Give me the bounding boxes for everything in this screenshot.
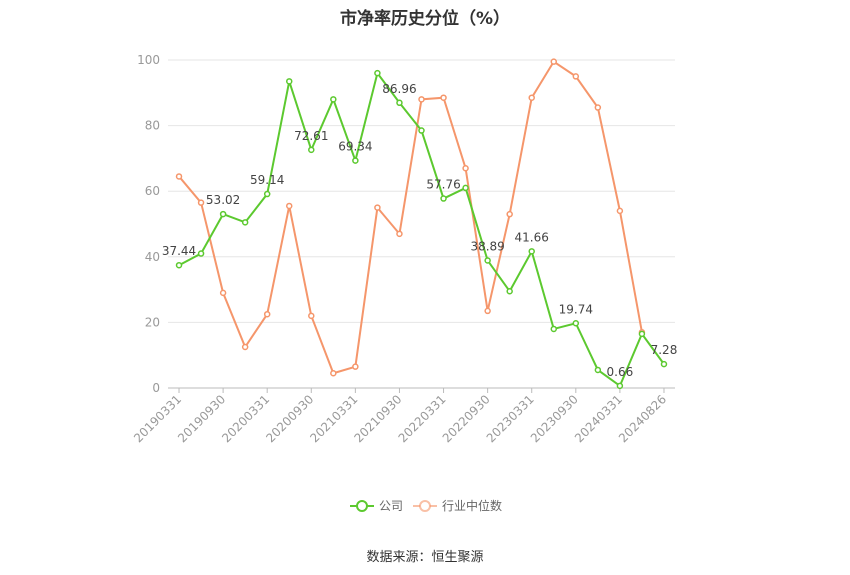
data-point [263, 310, 271, 318]
data-point [352, 157, 359, 164]
source-note: 数据来源：恒生聚源 [366, 550, 484, 565]
data-label: 59.14 [250, 173, 284, 187]
data-labels: 37.44 53.02 59.14 72.61 69.34 86.96 57.76 38.89… [162, 82, 677, 379]
data-label: 86.96 [382, 82, 416, 96]
data-point [418, 96, 425, 103]
data-label: 57.76 [426, 178, 460, 192]
data-point [241, 219, 249, 226]
legend-label: 公司 [379, 499, 403, 513]
data-point [594, 366, 602, 374]
data-point [528, 248, 535, 255]
data-point [308, 312, 315, 320]
data-point [550, 325, 558, 333]
data-point [396, 230, 403, 238]
data-label: 7.28 [651, 343, 678, 357]
data-point [462, 184, 469, 192]
y-tick-label: 20 [145, 315, 160, 329]
data-point [550, 58, 558, 65]
data-label: 0.66 [607, 365, 634, 379]
data-point [197, 250, 205, 257]
data-point [484, 307, 491, 315]
data-point [506, 287, 513, 295]
series-line [178, 60, 643, 375]
data-point [175, 261, 183, 269]
data-point [462, 164, 469, 172]
data-point [440, 195, 447, 202]
data-point [396, 99, 403, 107]
y-tick-label: 0 [152, 381, 160, 395]
data-label: 69.34 [338, 140, 372, 154]
data-point [330, 369, 337, 377]
data-point [484, 257, 491, 264]
x-tick-label: 20240826 [616, 392, 669, 445]
data-point [285, 202, 293, 210]
data-point [616, 207, 624, 215]
data-label: 38.89 [470, 239, 504, 253]
data-point [660, 360, 668, 368]
data-point [638, 330, 646, 338]
y-tick-label: 80 [145, 119, 160, 133]
data-label: 41.66 [515, 230, 549, 244]
data-point [572, 320, 580, 327]
data-point [374, 69, 381, 77]
series-lines [175, 58, 668, 390]
data-point [418, 127, 425, 134]
series-0 [175, 69, 668, 390]
y-tick-label: 100 [137, 53, 160, 67]
chart-title: 市净率历史分位（%） [339, 9, 511, 29]
data-point [241, 343, 249, 351]
data-point [352, 363, 359, 370]
data-point [594, 104, 602, 111]
data-point [308, 146, 315, 154]
legend-marker-icon [356, 500, 368, 512]
y-tick-label: 60 [145, 184, 160, 198]
data-label: 72.61 [294, 129, 328, 143]
legend-item-0[interactable]: 公司 [350, 499, 403, 513]
data-point [572, 73, 580, 80]
legend[interactable]: 公司 行业中位数 [350, 498, 502, 513]
data-point [330, 96, 337, 103]
data-point [440, 94, 447, 101]
data-point [263, 190, 271, 198]
data-point [197, 199, 205, 206]
data-point [616, 382, 624, 390]
x-axis: 2019033120190930202003312020093020210331… [131, 387, 675, 445]
data-point [219, 289, 227, 297]
data-point [506, 210, 513, 218]
legend-item-1[interactable]: 行业中位数 [413, 498, 502, 513]
data-point [175, 173, 183, 180]
series-1 [175, 58, 646, 377]
data-label: 53.02 [206, 193, 240, 207]
legend-marker-icon [419, 500, 431, 512]
data-point [285, 78, 293, 85]
data-point [374, 204, 381, 211]
data-point [528, 94, 535, 101]
y-tick-label: 40 [145, 250, 160, 264]
data-point [219, 210, 227, 218]
legend-label: 行业中位数 [442, 498, 502, 513]
data-label: 37.44 [162, 244, 196, 258]
grid-lines: 0 20 40 60 80 100 [137, 53, 675, 395]
data-label: 19.74 [559, 302, 593, 316]
